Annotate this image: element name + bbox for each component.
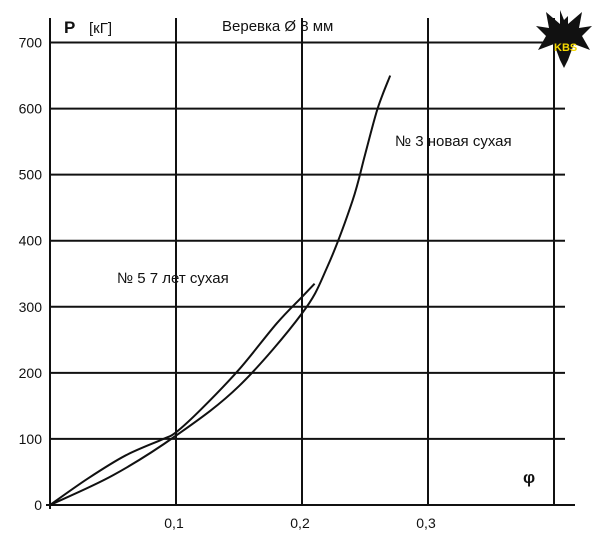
- y-tick-label: 400: [19, 233, 43, 249]
- x-tick-label: 0,1: [164, 515, 184, 531]
- x-tick-labels: 0,1 0,2 0,3: [164, 515, 436, 531]
- series-label-new-dry: № 3 новая сухая: [395, 133, 512, 150]
- series: [49, 75, 392, 506]
- y-axis-label: P: [64, 18, 75, 37]
- y-tick-label: 100: [19, 431, 43, 447]
- y-axis-unit: [кГ]: [89, 20, 112, 37]
- chart-title: Веревка Ø 8 мм: [222, 18, 333, 35]
- y-tick-label: 200: [19, 365, 43, 381]
- series-line-1: [49, 282, 316, 506]
- logo-text: KBS: [554, 42, 577, 54]
- x-tick-label: 0,2: [290, 515, 310, 531]
- y-tick-label: 600: [19, 101, 43, 117]
- y-tick-label: 300: [19, 299, 43, 315]
- bat-icon: [536, 10, 592, 68]
- y-tick-label: 700: [19, 35, 43, 51]
- x-tick-label: 0,3: [416, 515, 436, 531]
- grid: [46, 18, 575, 509]
- series-line-0: [49, 75, 392, 506]
- x-axis-label: φ: [523, 468, 535, 487]
- y-tick-labels: 0 100 200 300 400 500 600 700: [19, 35, 43, 513]
- y-tick-label: 0: [34, 497, 42, 513]
- kbs-logo: KBS: [536, 10, 592, 68]
- y-tick-label: 500: [19, 167, 43, 183]
- series-label-7-years-dry: № 5 7 лет сухая: [117, 270, 229, 287]
